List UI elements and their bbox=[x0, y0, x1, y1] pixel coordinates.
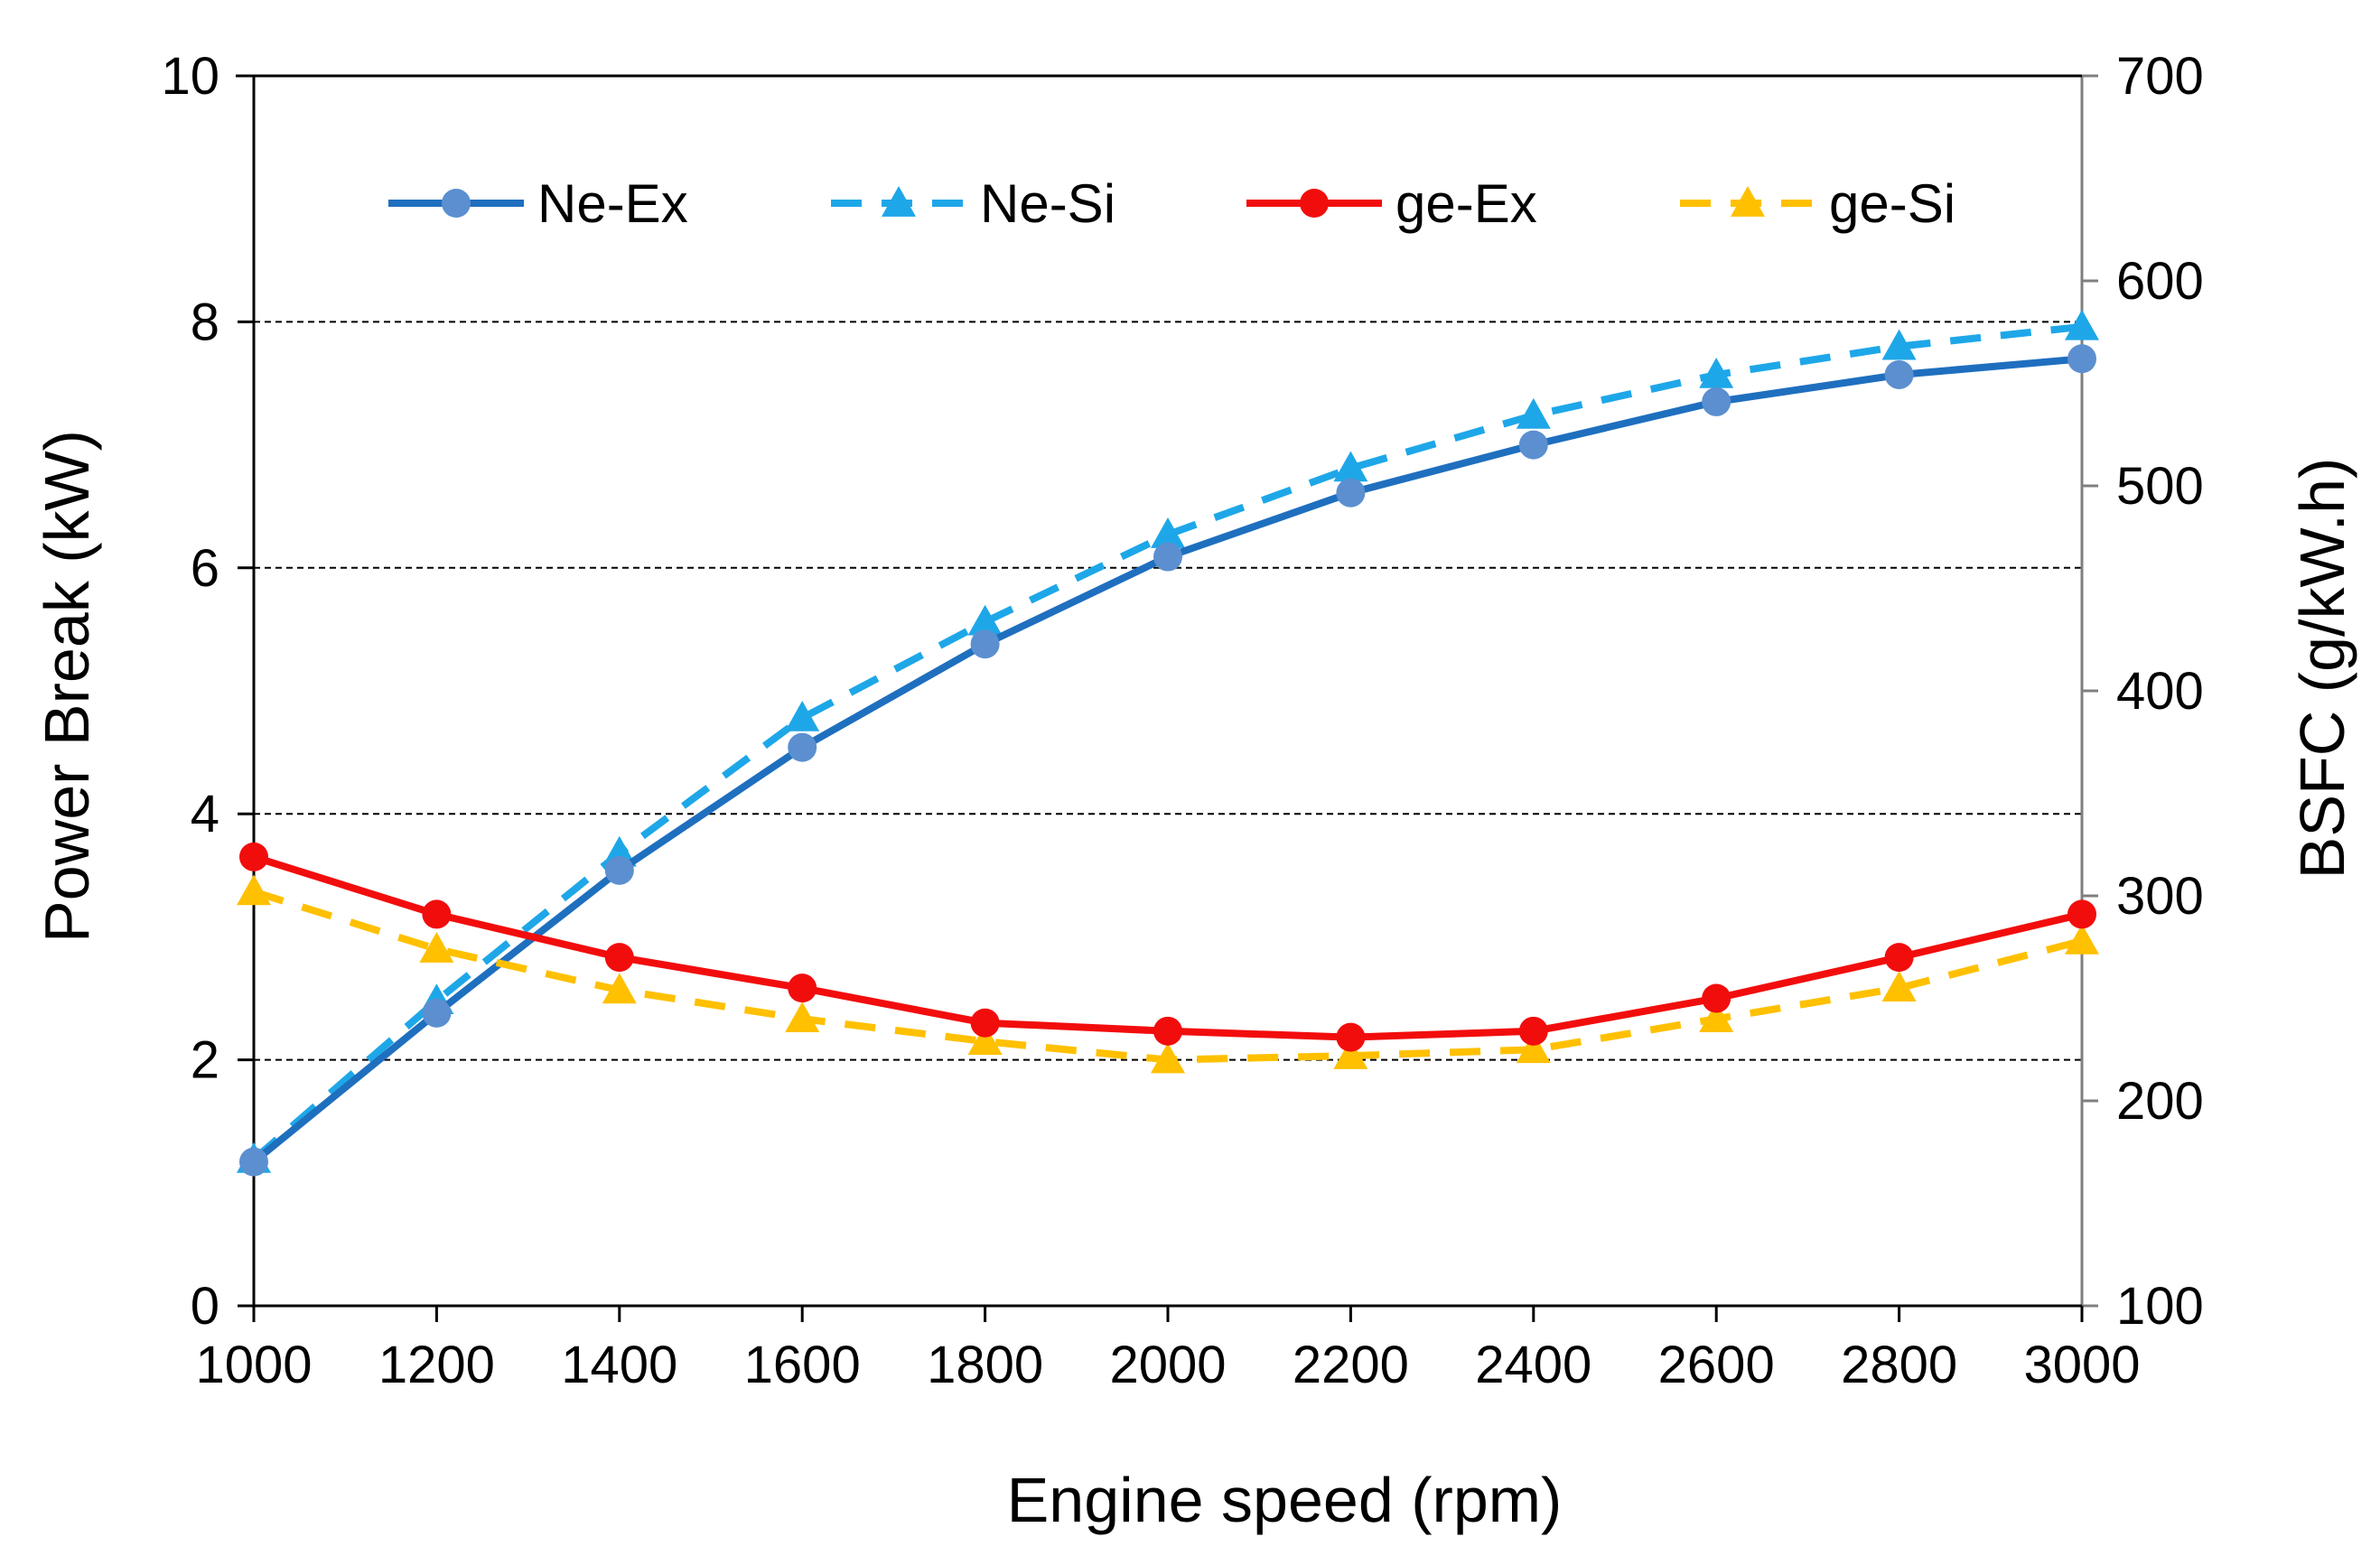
data-point-ge-si bbox=[785, 1001, 820, 1033]
data-point-ge-ex bbox=[1518, 1016, 1548, 1046]
data-point-ge-ex bbox=[1153, 1016, 1182, 1046]
data-point-ge-ex bbox=[788, 973, 817, 1003]
legend-marker bbox=[442, 189, 471, 218]
data-series bbox=[237, 309, 2099, 1177]
x-tick-label: 2800 bbox=[1841, 1336, 1957, 1394]
data-point-ge-si bbox=[1881, 971, 1917, 1001]
y2-tick-label: 200 bbox=[2116, 1072, 2204, 1131]
data-point-ge-ex bbox=[1336, 1022, 1366, 1052]
x-tick-label: 2000 bbox=[1109, 1336, 1226, 1394]
data-point-ne-ex bbox=[970, 629, 1000, 659]
data-point-ge-si bbox=[2065, 923, 2099, 955]
y2-axis-title: BSFC (g/kW.h) bbox=[2287, 458, 2357, 880]
data-point-ne-ex bbox=[422, 998, 452, 1028]
x-tick-label: 1200 bbox=[378, 1336, 495, 1394]
data-point-ne-si bbox=[1333, 451, 1368, 482]
y-tick-label: 8 bbox=[191, 293, 219, 351]
data-point-ge-si bbox=[237, 874, 271, 906]
y-tick-label: 0 bbox=[191, 1277, 219, 1336]
x-axis-title: Engine speed (rpm) bbox=[1007, 1465, 1563, 1535]
data-point-ne-ex bbox=[788, 732, 817, 762]
data-point-ne-ex bbox=[1884, 359, 1914, 389]
data-point-ne-ex bbox=[1336, 478, 1366, 508]
x-tick-label: 1400 bbox=[561, 1336, 677, 1394]
series-ne-ex bbox=[239, 344, 2096, 1177]
data-point-ge-si bbox=[419, 932, 454, 963]
legend-item-ne-ex: Ne-Ex bbox=[388, 173, 688, 234]
legend-label: ge-Ex bbox=[1395, 173, 1537, 234]
legend: Ne-Ex Ne-Si ge-Ex ge-Si bbox=[388, 173, 1955, 234]
x-tick-label: 2200 bbox=[1293, 1336, 1409, 1394]
legend-marker bbox=[882, 186, 916, 217]
data-point-ne-ex bbox=[1702, 387, 1731, 416]
data-point-ge-ex bbox=[1884, 943, 1914, 973]
data-point-ne-si bbox=[1699, 357, 1734, 388]
y2-tick-label: 500 bbox=[2116, 457, 2204, 516]
legend-marker bbox=[1300, 189, 1329, 218]
legend-item-ge-si: ge-Si bbox=[1680, 173, 1955, 234]
data-point-ne-si bbox=[1881, 329, 1917, 360]
data-point-ge-si bbox=[602, 973, 637, 1004]
data-point-ne-ex bbox=[2067, 344, 2096, 374]
legend-item-ge-ex: ge-Ex bbox=[1246, 173, 1537, 234]
data-point-ne-si bbox=[1516, 397, 1551, 429]
y2-tick-label: 700 bbox=[2116, 47, 2204, 106]
y2-tick-label: 100 bbox=[2116, 1277, 2204, 1336]
data-point-ne-ex bbox=[1518, 430, 1548, 460]
data-point-ge-ex bbox=[239, 842, 268, 871]
y2-tick-label: 400 bbox=[2116, 662, 2204, 721]
data-point-ge-si bbox=[1333, 1039, 1368, 1069]
legend-label: ge-Si bbox=[1829, 173, 1955, 234]
gridlines bbox=[254, 321, 2082, 1061]
series-line-ge-ex bbox=[250, 852, 2086, 1041]
y2-tick-label: 600 bbox=[2116, 252, 2204, 311]
data-point-ge-ex bbox=[970, 1008, 1000, 1038]
data-point-ne-si bbox=[1151, 517, 1185, 548]
y-tick-label: 4 bbox=[191, 785, 219, 843]
data-point-ge-ex bbox=[2067, 899, 2096, 929]
y-axis-title: Power Break (kW) bbox=[32, 430, 102, 943]
x-tick-label: 1600 bbox=[744, 1336, 861, 1394]
data-point-ge-si bbox=[1151, 1042, 1185, 1074]
data-point-ge-si bbox=[967, 1024, 1003, 1055]
data-point-ne-ex bbox=[604, 855, 634, 885]
data-point-ne-si bbox=[967, 604, 1003, 636]
legend-marker bbox=[1731, 186, 1765, 217]
y2-tick-label: 300 bbox=[2116, 867, 2204, 926]
data-point-ne-ex bbox=[1153, 542, 1182, 572]
tick-labels: 0 2 4 6 8 10 100 200 300 400 500 600 700 1000 1200 1400… bbox=[161, 47, 2203, 1394]
series-ge-si bbox=[237, 874, 2099, 1074]
y-tick-label: 2 bbox=[191, 1031, 219, 1090]
y-tick-label: 6 bbox=[191, 539, 219, 598]
legend-label: Ne-Ex bbox=[537, 173, 688, 234]
data-point-ge-ex bbox=[422, 899, 452, 929]
data-point-ge-ex bbox=[1702, 983, 1731, 1013]
data-point-ge-ex bbox=[604, 943, 634, 973]
legend-label: Ne-Si bbox=[980, 173, 1115, 234]
y-tick-label: 10 bbox=[161, 47, 219, 106]
data-point-ne-si bbox=[2065, 309, 2099, 340]
x-tick-label: 2600 bbox=[1658, 1336, 1775, 1394]
data-point-ge-si bbox=[1699, 1001, 1734, 1033]
axes bbox=[236, 74, 2098, 1322]
data-point-ne-si bbox=[785, 700, 820, 731]
x-tick-label: 3000 bbox=[2023, 1336, 2140, 1394]
series-ge-ex bbox=[239, 842, 2096, 1052]
legend-item-ne-si: Ne-Si bbox=[831, 173, 1115, 234]
data-point-ne-ex bbox=[239, 1147, 268, 1177]
x-tick-label: 1800 bbox=[927, 1336, 1043, 1394]
x-tick-label: 1000 bbox=[195, 1336, 312, 1394]
data-point-ge-si bbox=[1516, 1032, 1551, 1064]
x-tick-label: 2400 bbox=[1475, 1336, 1591, 1394]
